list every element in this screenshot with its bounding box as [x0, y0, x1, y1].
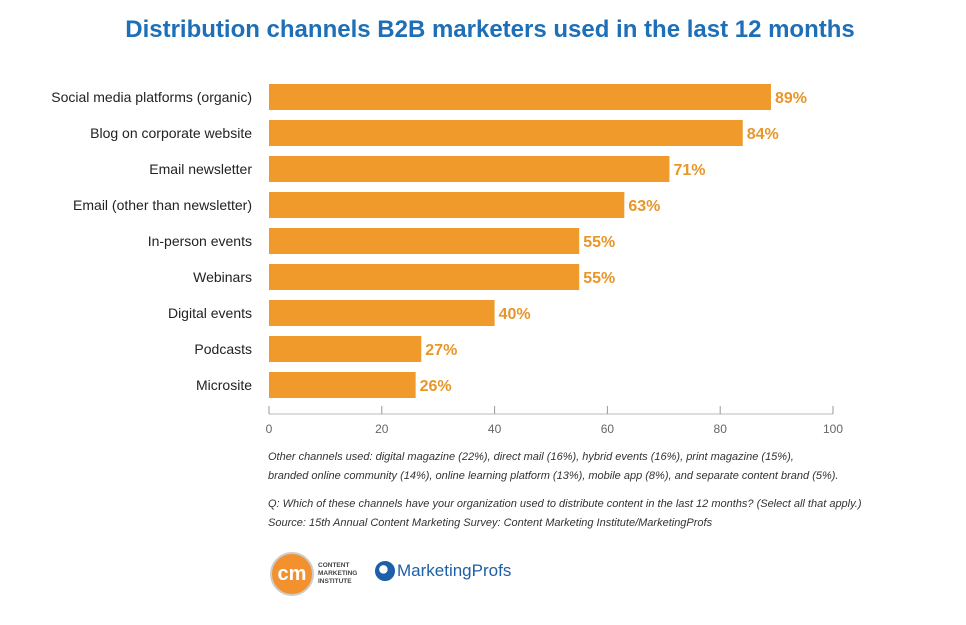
category-label: Social media platforms (organic)	[51, 89, 252, 105]
bar	[269, 156, 670, 182]
other-channels-note-1: Other channels used: digital magazine (2…	[268, 451, 794, 463]
category-label: Microsite	[196, 377, 252, 393]
marketingprofs-logo: MarketingProfs	[375, 561, 511, 581]
category-label: Digital events	[168, 305, 252, 321]
globe-icon	[375, 561, 395, 581]
category-label: Email newsletter	[149, 161, 252, 177]
x-tick-label: 100	[823, 422, 843, 436]
bar	[269, 228, 580, 254]
bar	[269, 84, 771, 110]
marketingprofs-logo-text: MarketingProfs	[397, 561, 512, 580]
category-label: Email (other than newsletter)	[73, 197, 252, 213]
x-tick-label: 80	[714, 422, 728, 436]
data-label: 26%	[420, 378, 452, 395]
x-tick-label: 60	[601, 422, 615, 436]
category-label: Blog on corporate website	[90, 125, 252, 141]
question-note: Q: Which of these channels have your org…	[268, 498, 862, 510]
bar	[269, 300, 495, 326]
data-label: 55%	[583, 270, 615, 287]
category-label: Webinars	[193, 269, 252, 285]
bar	[269, 336, 422, 362]
x-tick-label: 40	[488, 422, 502, 436]
chart-title: Distribution channels B2B marketers used…	[125, 16, 855, 43]
source-note: Source: 15th Annual Content Marketing Su…	[268, 517, 713, 529]
cmi-logo-mark: cm	[270, 552, 314, 596]
data-label: 84%	[747, 126, 779, 143]
bar	[269, 120, 743, 146]
other-channels-note-2: branded online community (14%), online l…	[268, 470, 839, 482]
data-label: 55%	[583, 234, 615, 251]
bar	[269, 372, 416, 398]
data-label: 63%	[628, 198, 660, 215]
cmi-logo: cm CONTENT MARKETING INSTITUTE	[270, 552, 364, 596]
data-label: 89%	[775, 90, 807, 107]
data-label: 40%	[499, 306, 531, 323]
x-tick-label: 0	[266, 422, 273, 436]
bar-chart: Social media platforms (organic) 89% Blog …	[51, 84, 843, 436]
cmi-logo-text: CONTENT MARKETING INSTITUTE	[318, 562, 358, 585]
data-label: 27%	[425, 342, 457, 359]
x-tick-label: 20	[375, 422, 389, 436]
bar	[269, 192, 625, 218]
bar	[269, 264, 580, 290]
category-label: In-person events	[148, 233, 252, 249]
data-label: 71%	[673, 162, 705, 179]
category-label: Podcasts	[194, 341, 252, 357]
